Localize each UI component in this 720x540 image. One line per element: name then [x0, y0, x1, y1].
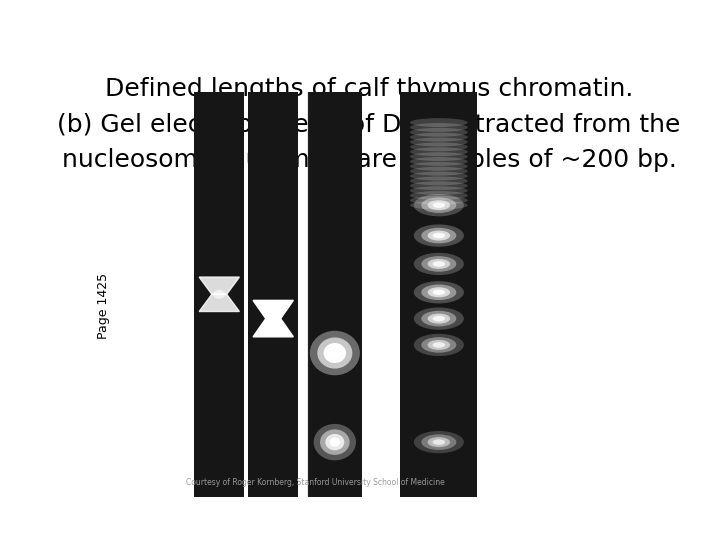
- Text: Defined lengths of calf thymus chromatin.: Defined lengths of calf thymus chromatin…: [105, 77, 633, 102]
- Ellipse shape: [410, 152, 468, 161]
- Bar: [308, 92, 361, 497]
- Ellipse shape: [410, 186, 468, 195]
- Ellipse shape: [410, 118, 468, 127]
- Bar: [248, 92, 298, 497]
- Ellipse shape: [414, 281, 464, 303]
- Bar: [194, 92, 244, 497]
- Ellipse shape: [410, 147, 468, 156]
- Ellipse shape: [428, 437, 450, 447]
- Ellipse shape: [421, 337, 456, 353]
- Ellipse shape: [410, 201, 468, 210]
- Ellipse shape: [421, 198, 456, 213]
- Ellipse shape: [330, 437, 340, 447]
- Polygon shape: [199, 294, 240, 312]
- Ellipse shape: [314, 424, 356, 460]
- Ellipse shape: [428, 231, 450, 241]
- Ellipse shape: [433, 342, 445, 348]
- Polygon shape: [253, 300, 293, 319]
- Ellipse shape: [410, 172, 468, 180]
- Ellipse shape: [323, 343, 346, 363]
- Ellipse shape: [410, 143, 468, 151]
- Ellipse shape: [414, 334, 464, 356]
- Ellipse shape: [421, 256, 456, 272]
- Ellipse shape: [433, 289, 445, 295]
- Ellipse shape: [410, 191, 468, 200]
- Ellipse shape: [433, 233, 445, 238]
- Text: (b) Gel electrophoresis of DNA extracted from the: (b) Gel electrophoresis of DNA extracted…: [58, 113, 680, 137]
- Ellipse shape: [421, 285, 456, 300]
- Ellipse shape: [410, 128, 468, 137]
- Ellipse shape: [428, 314, 450, 323]
- Ellipse shape: [410, 181, 468, 190]
- Ellipse shape: [414, 194, 464, 217]
- Text: Courtesy of Roger Kornberg, Stanford University School of Medicine: Courtesy of Roger Kornberg, Stanford Uni…: [186, 478, 445, 487]
- Ellipse shape: [410, 157, 468, 166]
- Ellipse shape: [410, 167, 468, 176]
- Ellipse shape: [410, 196, 468, 205]
- Ellipse shape: [410, 123, 468, 132]
- Ellipse shape: [414, 225, 464, 247]
- Ellipse shape: [433, 202, 445, 208]
- Ellipse shape: [410, 138, 468, 146]
- Ellipse shape: [428, 287, 450, 298]
- Ellipse shape: [310, 330, 360, 375]
- Ellipse shape: [328, 347, 341, 359]
- Ellipse shape: [410, 177, 468, 185]
- Ellipse shape: [410, 133, 468, 141]
- Polygon shape: [199, 277, 240, 294]
- Ellipse shape: [414, 307, 464, 330]
- Ellipse shape: [213, 290, 225, 299]
- Ellipse shape: [421, 228, 456, 244]
- Ellipse shape: [421, 434, 456, 450]
- Text: nucleosome multimers are multiples of ~200 bp.: nucleosome multimers are multiples of ~2…: [62, 148, 676, 172]
- Polygon shape: [253, 319, 293, 337]
- Ellipse shape: [414, 253, 464, 275]
- Bar: [400, 92, 477, 497]
- Ellipse shape: [267, 314, 279, 323]
- Ellipse shape: [433, 261, 445, 267]
- Ellipse shape: [428, 340, 450, 350]
- Ellipse shape: [320, 429, 350, 455]
- Ellipse shape: [318, 338, 352, 369]
- Ellipse shape: [428, 259, 450, 269]
- Ellipse shape: [325, 434, 344, 450]
- Text: Page 1425: Page 1425: [97, 273, 110, 339]
- Ellipse shape: [428, 200, 450, 210]
- Ellipse shape: [410, 162, 468, 171]
- Ellipse shape: [421, 311, 456, 326]
- Ellipse shape: [433, 316, 445, 321]
- Ellipse shape: [414, 431, 464, 453]
- Ellipse shape: [433, 440, 445, 445]
